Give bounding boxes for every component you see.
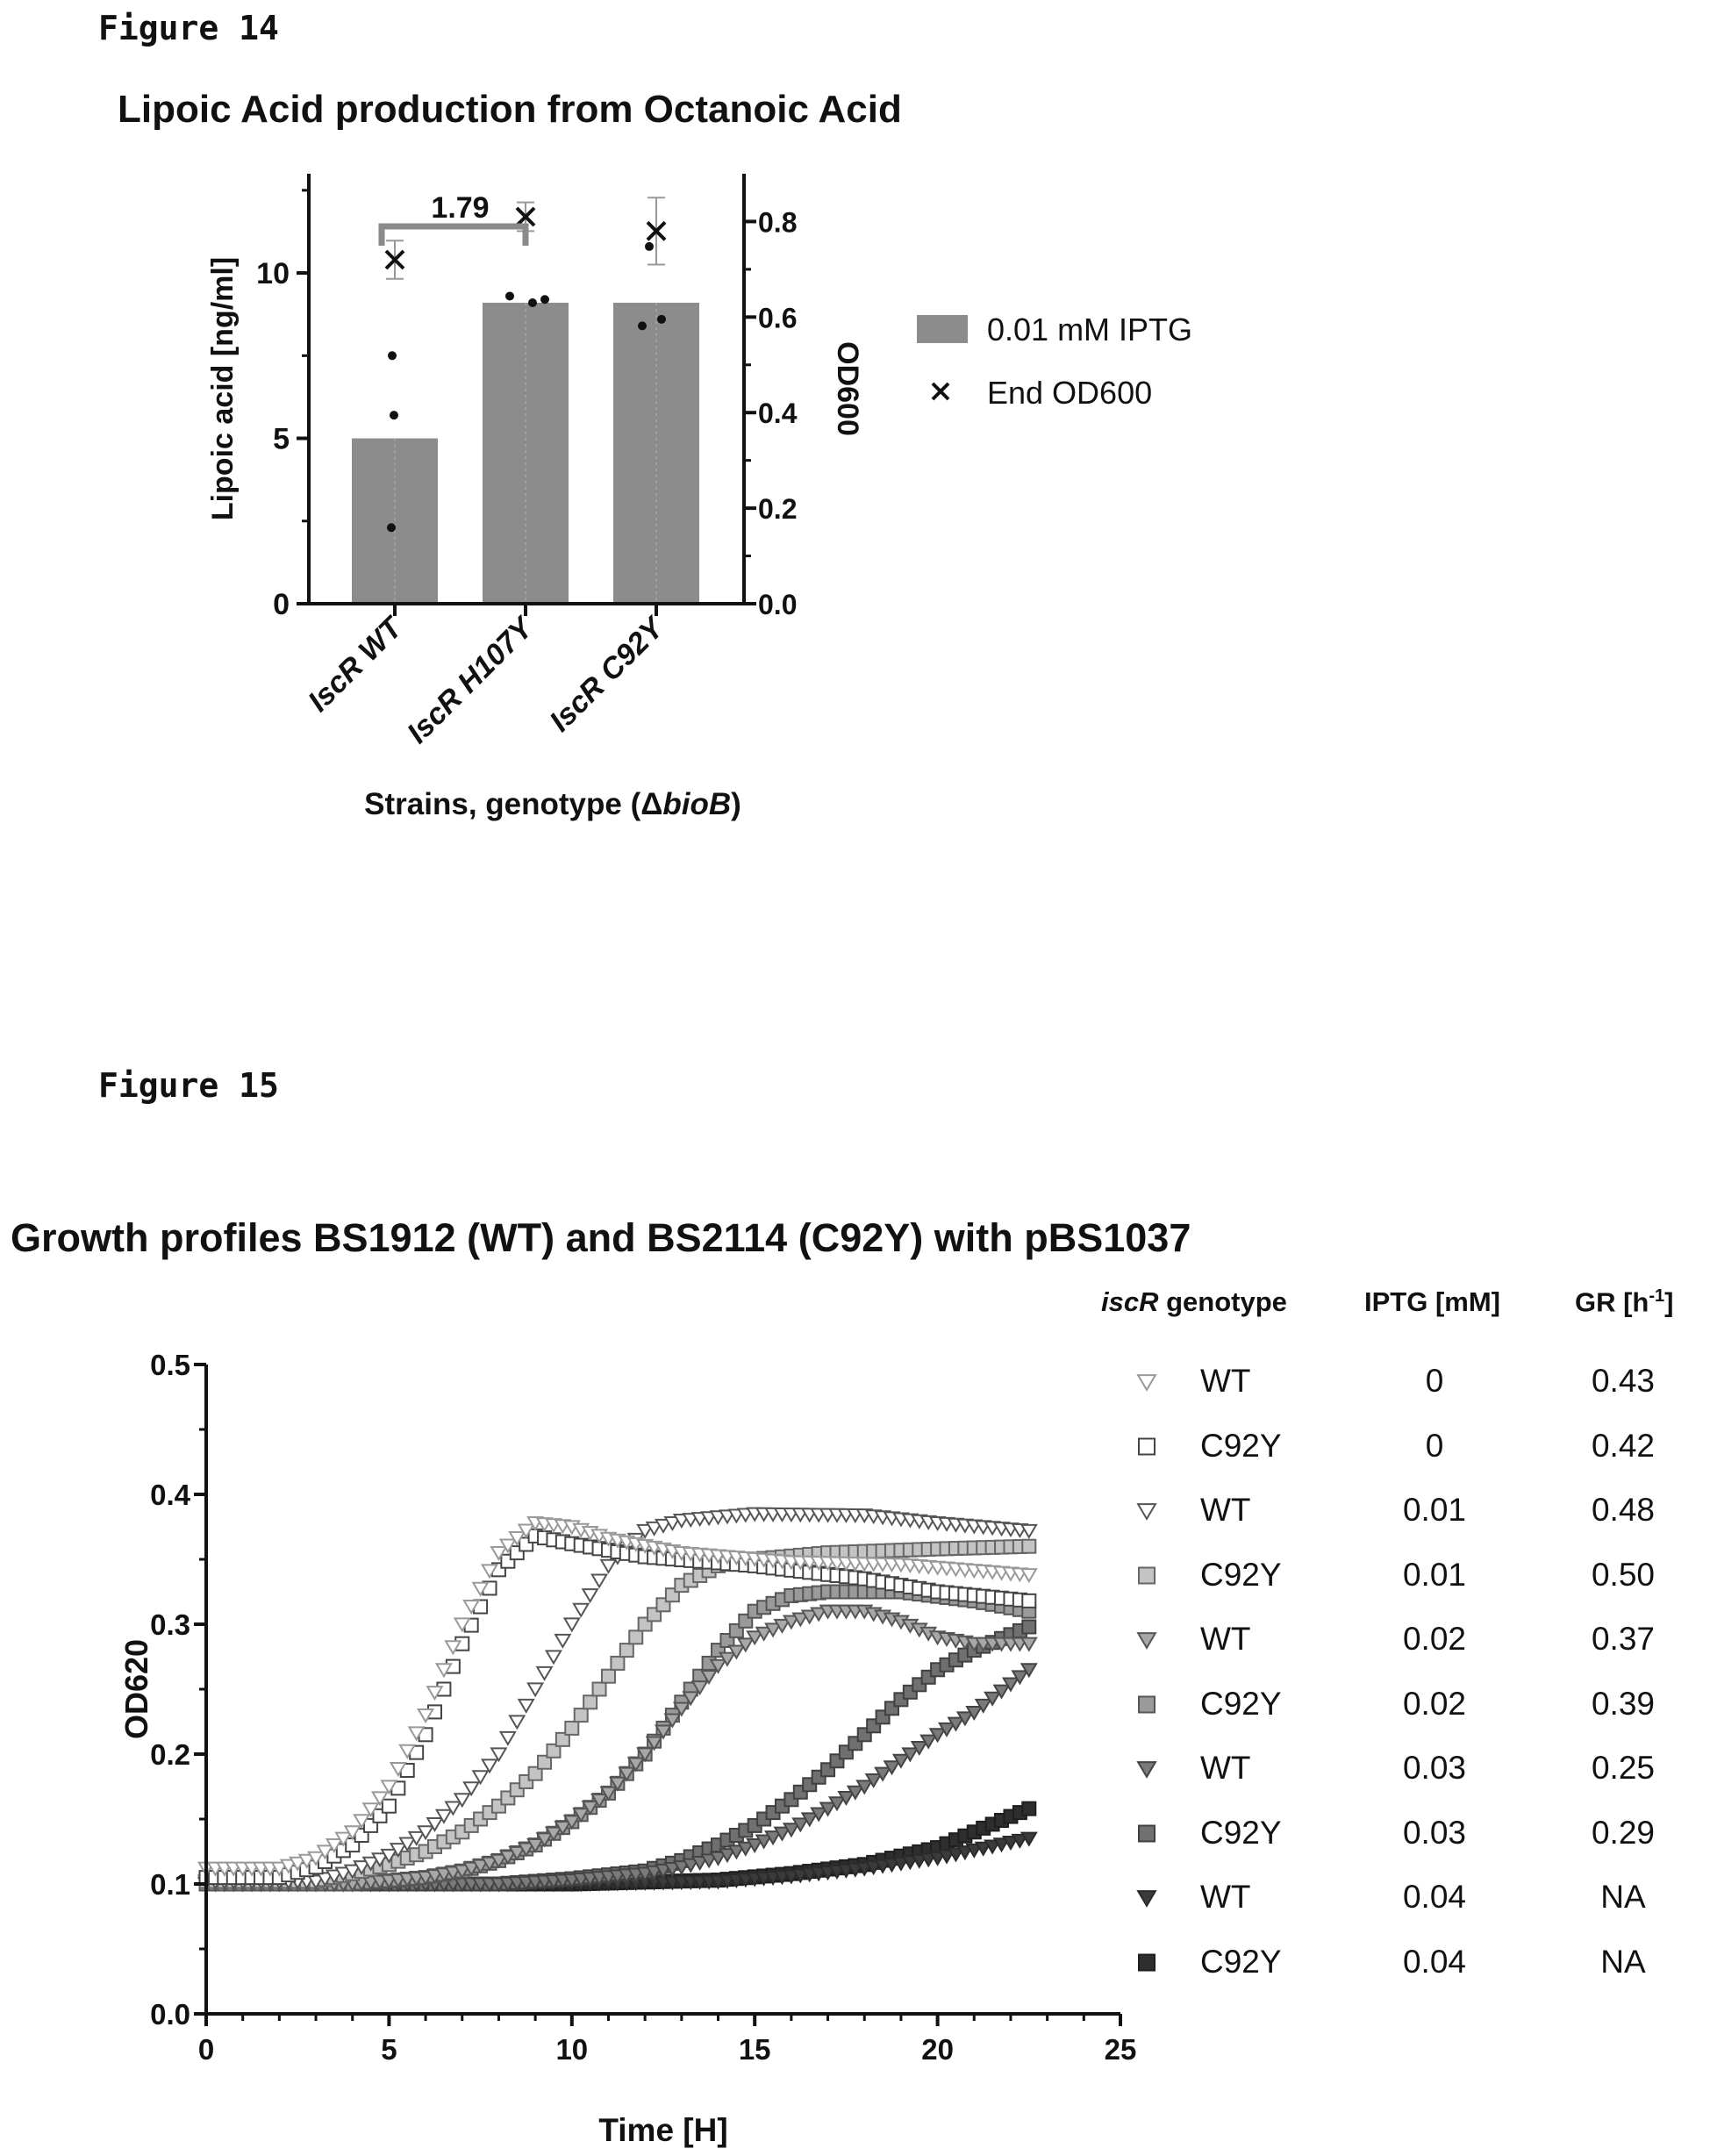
data-point	[620, 1644, 633, 1657]
legend-marker-9	[1139, 1955, 1155, 1971]
x-tick-label-5: 5	[381, 2033, 397, 2066]
data-point	[611, 1657, 624, 1670]
legend-iptg-0: 0	[1347, 1363, 1522, 1400]
x-tick-label-20: 20	[921, 2033, 954, 2066]
y-axis-title: OD620	[118, 1639, 154, 1739]
x-tick-label-0: 0	[198, 2033, 214, 2066]
data-point	[602, 1670, 615, 1683]
legend-header-gr-close: ]	[1664, 1286, 1673, 1317]
legend-genotype-2: WT	[1200, 1492, 1251, 1529]
data-point	[1022, 1802, 1035, 1816]
legend-marker-4	[1138, 1633, 1156, 1648]
data-point	[601, 1560, 616, 1572]
data-point	[629, 1630, 642, 1644]
y-tick-label-0.2: 0.2	[150, 1738, 190, 1771]
legend-gr-2: 0.48	[1535, 1492, 1710, 1529]
series-C92Y-0	[200, 1529, 1036, 1884]
data-point	[464, 1782, 479, 1794]
data-point	[565, 1722, 578, 1735]
legend-marker-7	[1139, 1826, 1155, 1842]
x-tick-label-25: 25	[1105, 2033, 1137, 2066]
data-point	[1022, 1540, 1035, 1553]
data-point	[547, 1651, 562, 1663]
legend-marker-8	[1138, 1891, 1156, 1906]
legend-genotype-6: WT	[1200, 1750, 1251, 1787]
legend-genotype-3: C92Y	[1200, 1557, 1282, 1594]
x-tick-label-10: 10	[555, 2033, 588, 2066]
legend-genotype-0: WT	[1200, 1363, 1251, 1400]
y-tick-label-0.1: 0.1	[150, 1868, 190, 1901]
legend-gr-6: 0.25	[1535, 1750, 1710, 1787]
legend-genotype-5: C92Y	[1200, 1686, 1282, 1723]
legend-header-gr-base: GR [h	[1575, 1286, 1649, 1317]
legend-gr-9: NA	[1535, 1944, 1710, 1981]
legend-iptg-9: 0.04	[1347, 1944, 1522, 1981]
data-point	[575, 1708, 588, 1722]
data-point	[592, 1574, 607, 1587]
y-tick-label-0.3: 0.3	[150, 1608, 190, 1641]
legend-marker-1	[1139, 1439, 1155, 1455]
x-axis-title: Time [H]	[598, 2112, 727, 2148]
data-point	[583, 1695, 597, 1708]
legend-gr-3: 0.50	[1535, 1557, 1710, 1594]
data-point	[491, 1748, 506, 1760]
y-tick-label-0.0: 0.0	[150, 1998, 190, 2031]
y-tick-label-0.4: 0.4	[150, 1479, 191, 1511]
legend-iptg-7: 0.03	[1347, 1815, 1522, 1852]
data-point	[593, 1683, 606, 1696]
data-point	[383, 1800, 396, 1813]
data-point	[483, 1759, 497, 1772]
legend-genotype-8: WT	[1200, 1879, 1251, 1916]
legend-header-gr: GR [h-1]	[1575, 1286, 1674, 1318]
data-point	[574, 1604, 589, 1616]
legend-header-genotype-italic: iscR	[1101, 1286, 1158, 1317]
y-tick-label-0.5: 0.5	[150, 1349, 190, 1381]
legend-genotype-7: C92Y	[1200, 1815, 1282, 1852]
data-point	[473, 1771, 488, 1783]
data-point	[510, 1715, 525, 1728]
legend-gr-8: NA	[1535, 1879, 1710, 1916]
legend-gr-0: 0.43	[1535, 1363, 1710, 1400]
legend-gr-7: 0.29	[1535, 1815, 1710, 1852]
data-point	[565, 1618, 580, 1630]
legend-marker-6	[1138, 1762, 1156, 1777]
legend-iptg-8: 0.04	[1347, 1879, 1522, 1916]
legend-marker-3	[1139, 1568, 1155, 1584]
data-point	[583, 1589, 597, 1601]
legend-marker-2	[1138, 1504, 1156, 1519]
data-point	[528, 1683, 543, 1695]
legend-iptg-2: 0.01	[1347, 1492, 1522, 1529]
legend-gr-1: 0.42	[1535, 1428, 1710, 1465]
legend-gr-4: 0.37	[1535, 1621, 1710, 1658]
legend-header-genotype: iscR genotype	[1101, 1286, 1287, 1318]
data-point	[537, 1667, 552, 1680]
data-point	[555, 1635, 570, 1647]
legend-header-genotype-rest: genotype	[1158, 1286, 1286, 1317]
legend-iptg-4: 0.02	[1347, 1621, 1522, 1658]
legend-iptg-5: 0.02	[1347, 1686, 1522, 1723]
legend-marker-5	[1139, 1697, 1155, 1713]
data-point	[1022, 1594, 1035, 1608]
legend-iptg-6: 0.03	[1347, 1750, 1522, 1787]
data-point	[1022, 1620, 1035, 1633]
legend-genotype-4: WT	[1200, 1621, 1251, 1658]
data-point	[519, 1700, 533, 1712]
x-tick-label-15: 15	[739, 2033, 771, 2066]
legend-genotype-9: C92Y	[1200, 1944, 1282, 1981]
legend-iptg-1: 0	[1347, 1428, 1522, 1465]
legend-gr-5: 0.39	[1535, 1686, 1710, 1723]
legend-marker-0	[1138, 1375, 1156, 1390]
legend-header-iptg: IPTG [mM]	[1364, 1286, 1500, 1318]
data-point	[501, 1732, 516, 1744]
legend-iptg-3: 0.01	[1347, 1557, 1522, 1594]
legend-genotype-1: C92Y	[1200, 1428, 1282, 1465]
legend-header-gr-sup: -1	[1649, 1286, 1664, 1306]
